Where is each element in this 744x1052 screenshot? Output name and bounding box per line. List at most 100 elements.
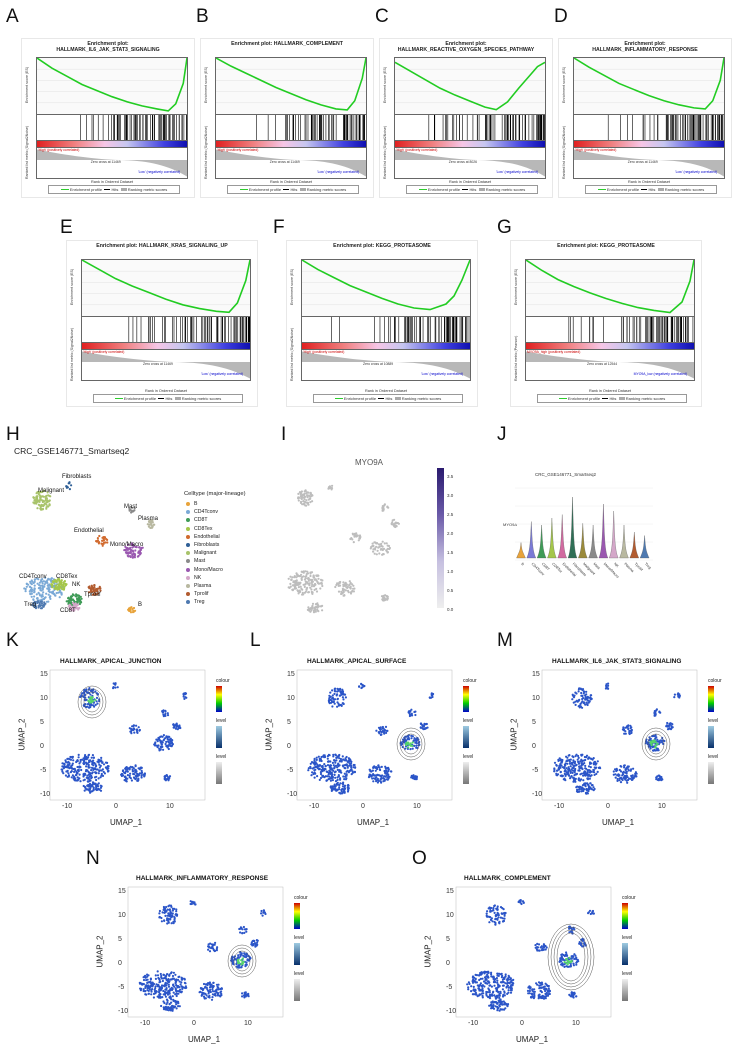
cell-point bbox=[291, 576, 294, 579]
cell-point bbox=[209, 988, 212, 991]
cell-point bbox=[615, 769, 618, 772]
cell-point bbox=[169, 989, 172, 992]
cell-point bbox=[36, 582, 39, 585]
panel-letter-j: J bbox=[497, 424, 507, 445]
legend-profile: Enrichment profile bbox=[567, 396, 601, 401]
cell-point bbox=[592, 757, 595, 760]
cell-point bbox=[582, 789, 585, 793]
cell-point bbox=[244, 964, 247, 967]
cell-point bbox=[206, 982, 209, 985]
cell-point bbox=[137, 726, 140, 729]
gsea-legend: Enrichment profile Hits Ranking metric s… bbox=[48, 185, 180, 194]
level-legend-title: level bbox=[708, 718, 719, 724]
cell-point bbox=[128, 555, 132, 558]
cell-point bbox=[299, 492, 302, 496]
cell-point bbox=[393, 518, 396, 521]
cell-point bbox=[587, 765, 591, 768]
cell-point bbox=[204, 985, 207, 988]
cell-point bbox=[368, 775, 371, 778]
cell-point bbox=[656, 749, 659, 752]
cell-point bbox=[97, 777, 100, 780]
cell-point bbox=[62, 583, 65, 587]
cell-point bbox=[315, 605, 318, 608]
cell-point bbox=[160, 920, 163, 923]
cell-point bbox=[76, 776, 79, 779]
cell-point bbox=[162, 748, 165, 751]
cell-point bbox=[100, 756, 103, 759]
cell-point bbox=[30, 586, 33, 590]
cell-point bbox=[303, 583, 306, 586]
cell-point bbox=[80, 597, 83, 600]
plot-frame bbox=[49, 669, 206, 801]
cell-point bbox=[534, 944, 537, 947]
cell-point bbox=[503, 977, 506, 980]
cell-point bbox=[70, 776, 73, 779]
cell-point bbox=[407, 746, 410, 749]
pos-label: 'High' (positively correlated) bbox=[303, 350, 345, 354]
cell-point bbox=[382, 508, 385, 511]
es-line bbox=[216, 58, 366, 110]
cell-point bbox=[374, 769, 377, 772]
cell-point bbox=[170, 988, 174, 992]
cell-point bbox=[347, 787, 350, 790]
panel-i-umap bbox=[287, 484, 400, 614]
cell-point bbox=[409, 742, 412, 745]
cell-point bbox=[93, 593, 97, 596]
cell-point bbox=[166, 914, 169, 917]
cell-point bbox=[666, 721, 669, 725]
cell-point bbox=[627, 769, 630, 772]
cell-point bbox=[595, 766, 598, 769]
cell-point bbox=[576, 790, 579, 793]
cell-point bbox=[47, 505, 50, 508]
cell-point bbox=[97, 758, 100, 761]
cell-point bbox=[68, 758, 71, 761]
colour-legend-bar bbox=[708, 686, 714, 712]
cell-point bbox=[138, 549, 142, 553]
cell-point bbox=[339, 580, 342, 584]
cell-point bbox=[496, 905, 499, 908]
cell-point bbox=[323, 776, 326, 779]
neg-label: 'Low' (negatively correlated) bbox=[137, 170, 180, 174]
cell-point bbox=[90, 769, 93, 772]
cell-point bbox=[334, 776, 337, 779]
legend-label: Fibroblasts bbox=[194, 541, 220, 548]
cell-point bbox=[95, 778, 98, 782]
cell-point bbox=[492, 907, 495, 910]
cell-point bbox=[559, 766, 562, 769]
cell-point bbox=[79, 595, 82, 598]
cell-point bbox=[504, 973, 507, 976]
cell-point bbox=[134, 549, 137, 552]
cell-point bbox=[407, 710, 410, 713]
cell-point bbox=[467, 988, 470, 991]
cell-point bbox=[313, 776, 316, 779]
cell-point bbox=[342, 583, 345, 586]
cell-point bbox=[167, 1009, 170, 1012]
cell-point bbox=[124, 545, 127, 548]
cell-point bbox=[313, 606, 316, 610]
cluster-label: Endothelial bbox=[74, 528, 104, 534]
cell-point bbox=[171, 909, 174, 912]
cell-point bbox=[212, 985, 215, 988]
cell-point bbox=[83, 762, 86, 765]
cell-point bbox=[86, 769, 89, 772]
cell-point bbox=[494, 921, 497, 925]
cell-point bbox=[240, 966, 243, 969]
legend-hits: Hits bbox=[111, 187, 119, 192]
cell-point bbox=[677, 695, 680, 698]
cell-point bbox=[323, 767, 326, 770]
cell-point bbox=[314, 578, 317, 581]
cell-point bbox=[586, 792, 589, 795]
cell-point bbox=[101, 536, 104, 539]
y-tick: -10 bbox=[287, 791, 297, 798]
cell-point bbox=[244, 953, 247, 956]
metric-fill bbox=[526, 351, 694, 379]
cell-point bbox=[69, 755, 72, 759]
metric-area bbox=[37, 149, 187, 177]
cell-point bbox=[243, 993, 246, 996]
cell-point bbox=[66, 600, 69, 603]
cluster-label: Malignant bbox=[38, 488, 64, 494]
cell-point bbox=[80, 768, 83, 772]
cell-point bbox=[410, 776, 413, 779]
cell-point bbox=[387, 506, 390, 509]
cell-point bbox=[54, 594, 57, 597]
